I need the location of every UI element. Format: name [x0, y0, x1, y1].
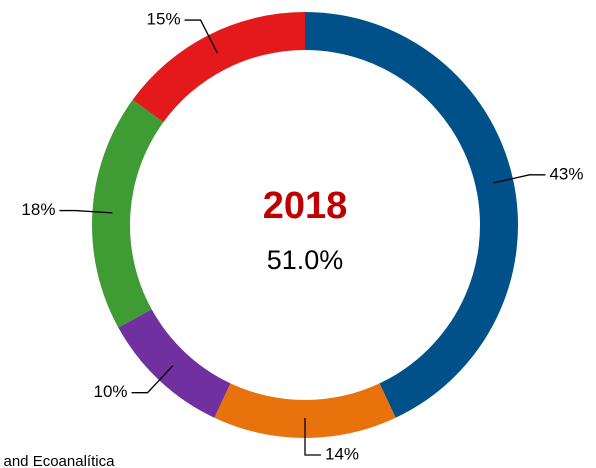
- source-note: i and Ecoanalítica: [0, 453, 115, 468]
- leader-line: [184, 19, 218, 54]
- leader-line: [59, 209, 113, 214]
- donut-slice: [118, 309, 231, 418]
- leader-line: [304, 418, 321, 456]
- data-label: 15%: [147, 10, 181, 29]
- data-label: 10%: [94, 382, 128, 401]
- center-subtitle: 51.0%: [267, 245, 344, 275]
- donut-slice: [132, 12, 305, 123]
- leader-line: [131, 365, 174, 394]
- data-label: 14%: [325, 444, 359, 463]
- leader-line: [493, 174, 546, 184]
- data-label: 18%: [21, 200, 55, 219]
- donut-slice: [305, 12, 518, 418]
- donut-slice: [214, 383, 396, 438]
- data-label: 43%: [549, 164, 583, 183]
- donut-slice: [92, 99, 164, 328]
- center-title: 2018: [263, 185, 348, 227]
